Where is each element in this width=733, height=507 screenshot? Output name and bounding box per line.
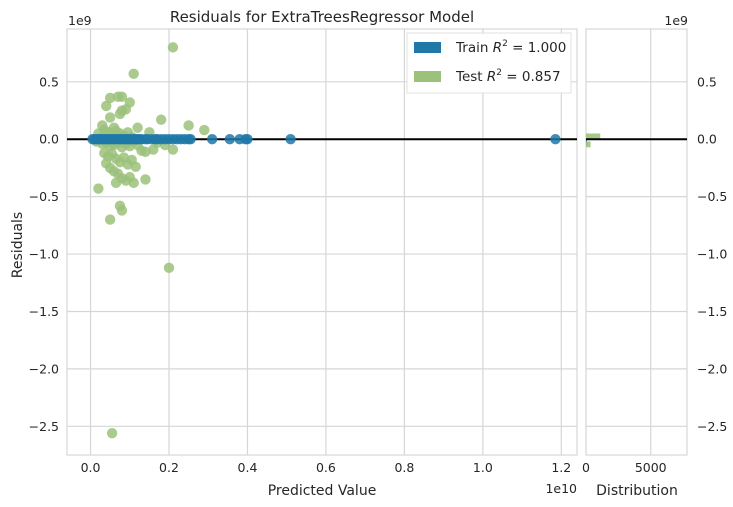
test-point xyxy=(132,122,143,133)
distribution-y-tick-label: −2.5 xyxy=(697,419,727,434)
y-offset-text: 1e9 xyxy=(68,13,92,28)
distribution-y-offset-text: 1e9 xyxy=(664,13,688,28)
distribution-x-tick-label: 0 xyxy=(582,460,590,475)
test-point xyxy=(140,146,151,158)
x-tick-label: 1.2 xyxy=(551,460,571,475)
distribution-label: Distribution xyxy=(596,483,678,499)
main-plot-axes: 0.0 0.2 0.4 0.6 0.8 1.0 1.2 0.5 0.0 −0.5 −1.0 −1.5… xyxy=(29,28,578,475)
test-point xyxy=(93,183,104,194)
y-tick-label: 0.0 xyxy=(39,132,59,147)
distribution-y-tick-label: −1.5 xyxy=(697,304,727,319)
test-point xyxy=(163,262,175,274)
distribution-y-tick-label: −0.5 xyxy=(697,189,727,204)
test-point xyxy=(104,92,116,104)
legend-swatch-test xyxy=(414,71,441,82)
train-point xyxy=(550,134,561,145)
main-grid xyxy=(67,29,577,455)
test-point xyxy=(106,427,118,439)
y-tick-label: −2.5 xyxy=(29,419,59,434)
legend-swatch-train xyxy=(414,42,441,53)
test-point xyxy=(130,161,141,172)
distribution-y-tick-label: −1.0 xyxy=(697,247,727,262)
x-tick-label: 0.0 xyxy=(81,460,101,475)
distribution-frame xyxy=(585,28,688,456)
test-point xyxy=(128,177,139,189)
legend: Train R2 = 1.000 Test R2 = 0.857 xyxy=(406,32,572,94)
test-point xyxy=(155,114,167,125)
x-tick-label: 0.8 xyxy=(394,460,414,475)
y-tick-labels: 0.5 0.0 −0.5 −1.0 −1.5 −2.0 −2.5 xyxy=(29,74,59,433)
x-offset-text: 1e10 xyxy=(545,481,577,496)
distribution-bar xyxy=(586,141,591,148)
distribution-x-tick-labels: 0 5000 xyxy=(582,460,667,475)
distribution-y-tick-label: −2.0 xyxy=(697,361,727,376)
test-point xyxy=(167,42,179,53)
y-tick-label: −1.5 xyxy=(29,304,59,319)
test-point xyxy=(120,104,132,115)
train-point xyxy=(224,134,236,145)
y-axis-label: Residuals xyxy=(10,212,26,278)
test-point xyxy=(183,120,194,131)
test-point xyxy=(167,144,179,155)
distribution-y-tick-label: 0.0 xyxy=(697,132,717,147)
legend-label-train: Train R2 = 1.000 xyxy=(455,39,566,56)
legend-label-test: Test R2 = 0.857 xyxy=(455,68,561,85)
x-tick-label: 0.2 xyxy=(159,460,179,475)
x-tick-label: 1.0 xyxy=(473,460,493,475)
x-axis-label: Predicted Value xyxy=(268,483,377,499)
test-point xyxy=(128,68,139,79)
train-point xyxy=(206,134,218,145)
distribution-y-tick-labels: 0.5 0.0 −0.5 −1.0 −1.5 −2.0 −2.5 xyxy=(697,74,727,433)
test-point xyxy=(101,100,112,112)
chart-title: Residuals for ExtraTreesRegressor Model xyxy=(170,8,474,26)
train-point xyxy=(242,134,253,145)
test-point xyxy=(112,91,124,102)
test-point xyxy=(140,174,151,185)
train-point xyxy=(185,134,196,145)
train-point xyxy=(285,134,296,145)
distribution-y-tick-label: 0.5 xyxy=(697,74,717,89)
x-tick-labels: 0.0 0.2 0.4 0.6 0.8 1.0 1.2 xyxy=(81,460,572,475)
test-point xyxy=(110,177,122,189)
test-point xyxy=(104,214,116,225)
y-tick-label: −1.0 xyxy=(29,247,59,262)
x-tick-label: 0.6 xyxy=(316,460,336,475)
main-plot-frame xyxy=(66,28,578,456)
test-point xyxy=(116,205,128,216)
distribution-bars xyxy=(586,133,601,148)
distribution-bar xyxy=(586,133,601,140)
y-tick-label: 0.5 xyxy=(39,74,59,89)
scatter-points xyxy=(87,42,561,439)
y-tick-label: −2.0 xyxy=(29,361,59,376)
y-tick-label: −0.5 xyxy=(29,189,59,204)
x-tick-label: 0.4 xyxy=(238,460,258,475)
distribution-x-tick-label: 5000 xyxy=(635,460,667,475)
test-point xyxy=(104,112,116,123)
distribution-axes: 0 5000 0.5 0.0 −0.5 −1.0 −1.5 −2.0 −2.5 xyxy=(582,28,727,475)
test-point xyxy=(199,124,210,136)
